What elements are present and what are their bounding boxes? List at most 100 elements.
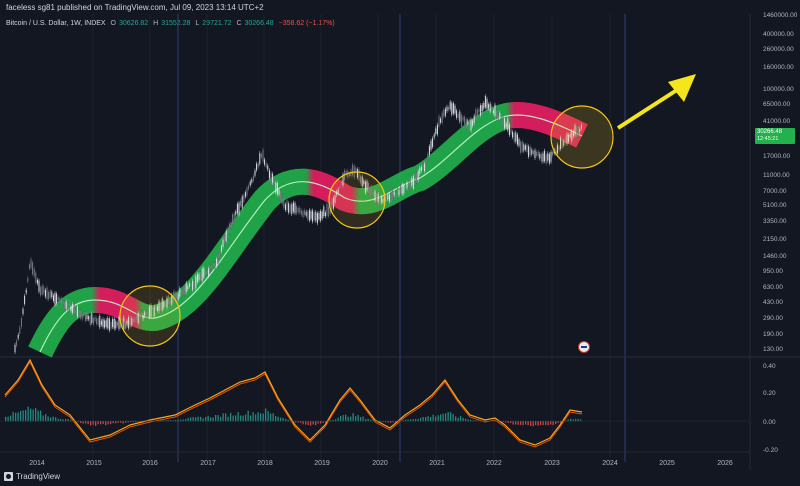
candle-body (102, 319, 104, 327)
candle-body (475, 109, 477, 120)
price-candles (14, 94, 582, 355)
candle-body (73, 303, 75, 315)
time-axis[interactable]: 2014 2015 2016 2017 2018 2019 2020 2021 2022 2023… (29, 460, 733, 467)
symbol-ohlc-line: Bitcoin / U.S. Dollar, 1W, INDEX O 30626.… (6, 20, 338, 27)
symbol-title[interactable]: Bitcoin / U.S. Dollar, 1W, INDEX (6, 20, 106, 27)
candle-body (488, 104, 490, 109)
histogram-bar (405, 419, 407, 422)
candle-body (180, 289, 182, 297)
histogram-bar (460, 416, 462, 422)
candle-body (449, 101, 451, 110)
candle-body (332, 197, 334, 209)
candle-body (393, 191, 395, 195)
candle-body (51, 291, 53, 297)
candle-body (251, 179, 253, 183)
candle-body (480, 105, 482, 116)
histogram-bar (517, 421, 519, 425)
candle-body (369, 187, 371, 196)
histogram-bar (305, 421, 307, 425)
candle-body (496, 110, 498, 118)
candle-body (126, 320, 128, 326)
histogram-bar (470, 419, 472, 422)
candle-body (433, 134, 435, 138)
candle-body (340, 181, 342, 186)
candle-body (104, 320, 106, 328)
candle-body (318, 213, 320, 220)
time-axis-label: 2023 (544, 460, 560, 467)
candle-body (132, 318, 134, 323)
time-axis-label: 2024 (602, 460, 618, 467)
tradingview-logo[interactable]: TradingView (4, 472, 60, 481)
histogram-bar (225, 413, 227, 422)
candle-body (299, 207, 301, 214)
histogram-bar (140, 421, 142, 422)
us-flag-icon[interactable] (578, 341, 590, 353)
histogram-bar (542, 421, 544, 426)
time-axis-label: 2020 (372, 460, 388, 467)
histogram-bar (70, 419, 72, 422)
histogram-bar (135, 421, 137, 423)
histogram-bar (422, 417, 424, 422)
oscillator-axis[interactable]: 0.40 0.20 0.00 -0.20 (763, 363, 778, 454)
histogram-bar (205, 416, 207, 422)
price-axis[interactable]: 1460000.00 400000.00 260000.00 160000.00 100… (763, 12, 798, 353)
candle-body (204, 270, 206, 276)
candle-body (460, 114, 462, 127)
histogram-bar (395, 421, 397, 422)
price-axis-label: 65000.00 (763, 101, 790, 108)
candle-body (528, 146, 530, 157)
candle-body (195, 276, 197, 289)
candle-body (116, 322, 118, 326)
candle-body (140, 312, 142, 318)
candle-body (14, 344, 16, 353)
candle-body (150, 305, 152, 317)
candle-body (16, 340, 18, 346)
candle-body (300, 210, 302, 215)
candle-body (214, 262, 216, 270)
candle-body (40, 287, 42, 296)
candle-body (169, 300, 171, 305)
histogram-bar (120, 421, 122, 423)
candle-body (262, 149, 264, 162)
candle-body (382, 198, 384, 203)
candle-body (435, 128, 437, 134)
histogram-bar (355, 416, 357, 422)
candle-body (390, 191, 392, 204)
histogram-bar (177, 419, 179, 422)
histogram-bar (505, 421, 507, 423)
histogram-bar (7, 416, 9, 422)
candle-body (44, 289, 46, 297)
candle-body (115, 321, 117, 329)
candle-body (113, 318, 115, 329)
histogram-bar (252, 412, 254, 422)
histogram-bar (570, 418, 572, 422)
candle-body (539, 153, 541, 159)
candle-body (118, 316, 120, 329)
candle-body (84, 312, 86, 321)
candle-body (561, 140, 563, 148)
histogram-bar (235, 415, 237, 422)
histogram-bar (435, 416, 437, 422)
candle-body (388, 194, 390, 202)
candle-body (56, 293, 58, 304)
candle-body (504, 118, 506, 129)
candle-body (521, 141, 523, 152)
candle-body (244, 192, 246, 197)
histogram-bar (25, 410, 27, 422)
candle-body (438, 115, 440, 127)
low-label: L (195, 20, 200, 27)
histogram-bar (337, 417, 339, 422)
histogram-bar (117, 421, 119, 423)
candle-body (374, 191, 376, 201)
candle-body (432, 138, 434, 147)
histogram-bar (50, 417, 52, 422)
candle-body (360, 175, 362, 184)
current-price-countdown: 12:45:21 (757, 136, 779, 142)
candle-body (536, 151, 538, 156)
candle-body (321, 211, 323, 219)
candle-body (334, 195, 336, 203)
candle-body (483, 103, 485, 109)
time-axis-label: 2016 (142, 460, 158, 467)
histogram-bar (270, 413, 272, 422)
